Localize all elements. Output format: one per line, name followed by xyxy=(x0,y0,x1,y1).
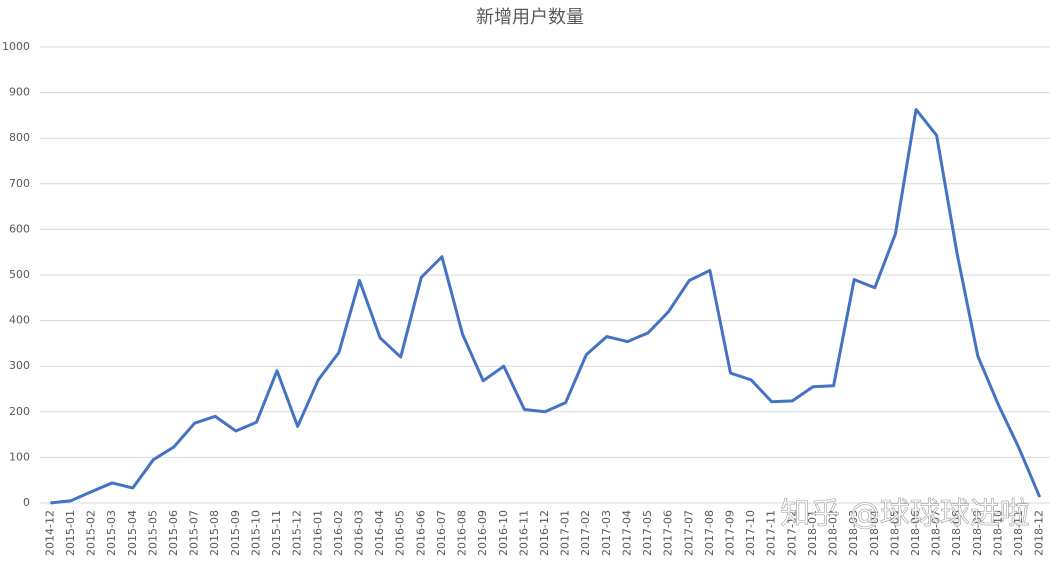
x-tick-label: 2017-09 xyxy=(724,510,737,556)
x-tick-label: 2018-09 xyxy=(971,510,984,556)
x-tick-label: 2016-02 xyxy=(332,510,345,556)
x-tick-label: 2015-05 xyxy=(146,510,159,556)
chart-title: 新增用户数量 xyxy=(476,7,584,28)
x-tick-label: 2015-02 xyxy=(85,510,98,556)
x-tick-label: 2018-05 xyxy=(888,510,901,556)
x-tick-label: 2017-07 xyxy=(682,510,695,556)
y-tick-label: 900 xyxy=(9,86,30,99)
x-tick-label: 2015-01 xyxy=(64,510,77,556)
x-tick-label: 2018-02 xyxy=(827,510,840,556)
y-tick-label: 100 xyxy=(9,450,30,463)
x-tick-label: 2015-10 xyxy=(249,510,262,556)
x-tick-label: 2016-06 xyxy=(414,510,427,556)
x-tick-label: 2017-03 xyxy=(600,510,613,556)
x-tick-label: 2016-11 xyxy=(517,510,530,556)
y-tick-label: 600 xyxy=(9,222,30,235)
x-tick-label: 2016-03 xyxy=(352,510,365,556)
x-tick-label: 2015-08 xyxy=(208,510,221,556)
x-tick-label: 2015-06 xyxy=(167,510,180,556)
y-tick-label: 200 xyxy=(9,405,30,418)
y-tick-label: 0 xyxy=(23,496,30,509)
x-tick-label: 2017-08 xyxy=(703,510,716,556)
x-tick-label: 2015-04 xyxy=(126,510,139,556)
x-tick-label: 2017-02 xyxy=(579,510,592,556)
watermark: 知乎 @球球球进啦 xyxy=(780,497,1030,532)
x-tick-label: 2017-10 xyxy=(744,510,757,556)
y-tick-label: 400 xyxy=(9,314,30,327)
x-tick-label: 2016-12 xyxy=(538,510,551,556)
x-tick-label: 2016-04 xyxy=(373,510,386,556)
x-tick-label: 2017-06 xyxy=(662,510,675,556)
x-tick-label: 2016-08 xyxy=(456,510,469,556)
x-tick-label: 2017-11 xyxy=(765,510,778,556)
x-tick-label: 2018-12 xyxy=(1033,510,1046,556)
x-tick-label: 2018-11 xyxy=(1012,510,1025,556)
x-tick-label: 2018-07 xyxy=(930,510,943,556)
x-tick-label: 2015-09 xyxy=(229,510,242,556)
y-tick-label: 1000 xyxy=(2,40,30,53)
y-tick-label: 300 xyxy=(9,359,30,372)
data-line xyxy=(50,107,1042,505)
x-tick-label: 2018-03 xyxy=(847,510,860,556)
x-tick-label: 2016-07 xyxy=(435,510,448,556)
x-tick-label: 2015-03 xyxy=(105,510,118,556)
x-tick-label: 2016-01 xyxy=(311,510,324,556)
x-tick-label: 2017-05 xyxy=(641,510,654,556)
y-tick-label: 800 xyxy=(9,131,30,144)
x-tick-label: 2014-12 xyxy=(43,510,56,556)
x-tick-label: 2017-04 xyxy=(620,510,633,556)
x-tick-label: 2015-12 xyxy=(291,510,304,556)
x-tick-label: 2017-01 xyxy=(559,510,572,556)
x-tick-label: 2018-06 xyxy=(909,510,922,556)
x-tick-label: 2017-12 xyxy=(785,510,798,556)
x-tick-label: 2018-08 xyxy=(950,510,963,556)
x-tick-label: 2018-10 xyxy=(991,510,1004,556)
x-tick-label: 2016-09 xyxy=(476,510,489,556)
x-tick-label: 2018-01 xyxy=(806,510,819,556)
x-tick-label: 2016-05 xyxy=(394,510,407,556)
x-tick-label: 2015-07 xyxy=(188,510,201,556)
x-tick-label: 2015-11 xyxy=(270,510,283,556)
y-tick-label: 700 xyxy=(9,177,30,190)
x-tick-label: 2016-10 xyxy=(497,510,510,556)
x-tick-label: 2018-04 xyxy=(868,510,881,556)
y-tick-label: 500 xyxy=(9,268,30,281)
